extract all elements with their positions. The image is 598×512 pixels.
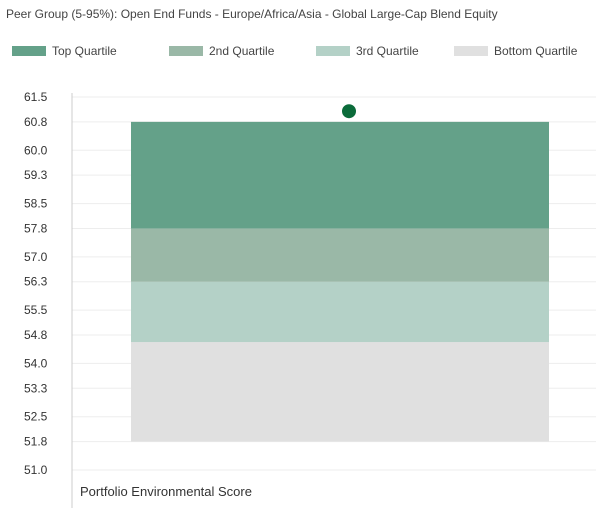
y-tick-label: 55.5: [24, 303, 48, 317]
legend-swatch: [12, 46, 46, 56]
x-category-label: Portfolio Environmental Score: [80, 484, 252, 499]
y-tick-label: 60.8: [24, 115, 48, 129]
legend-swatch: [169, 46, 203, 56]
legend-label: 2nd Quartile: [209, 44, 275, 58]
legend-item: Top Quartile: [12, 42, 117, 60]
y-tick-label: 59.3: [24, 168, 48, 182]
y-tick-label: 51.0: [24, 463, 48, 477]
chart-title: Peer Group (5-95%): Open End Funds - Eur…: [6, 7, 498, 21]
y-tick-label: 51.8: [24, 435, 48, 449]
legend-item: 2nd Quartile: [169, 42, 274, 60]
legend-label: Top Quartile: [52, 44, 117, 58]
legend-item: Bottom Quartile: [454, 42, 577, 60]
y-tick-label: 58.5: [24, 197, 48, 211]
legend: Top Quartile 2nd Quartile 3rd Quartile Bott…: [12, 42, 598, 60]
y-tick-label: 57.8: [24, 221, 48, 235]
bar-bottom-quartile: [131, 342, 549, 442]
y-tick-label: 54.0: [24, 356, 48, 370]
y-tick-label: 52.5: [24, 410, 48, 424]
legend-item: 3rd Quartile: [316, 42, 419, 60]
y-tick-label: 56.3: [24, 275, 48, 289]
legend-swatch: [316, 46, 350, 56]
bar-top-quartile: [131, 121, 549, 229]
y-tick-label: 61.5: [24, 90, 48, 104]
y-tick-label: 57.0: [24, 250, 48, 264]
y-tick-label: 60.0: [24, 143, 48, 157]
bar-2nd-quartile: [131, 228, 549, 282]
y-tick-label: 54.8: [24, 328, 48, 342]
legend-label: 3rd Quartile: [356, 44, 419, 58]
y-tick-label: 53.3: [24, 381, 48, 395]
portfolio-marker: [342, 104, 356, 119]
legend-label: Bottom Quartile: [494, 44, 578, 58]
bar-3rd-quartile: [131, 281, 549, 343]
legend-swatch: [454, 46, 488, 56]
